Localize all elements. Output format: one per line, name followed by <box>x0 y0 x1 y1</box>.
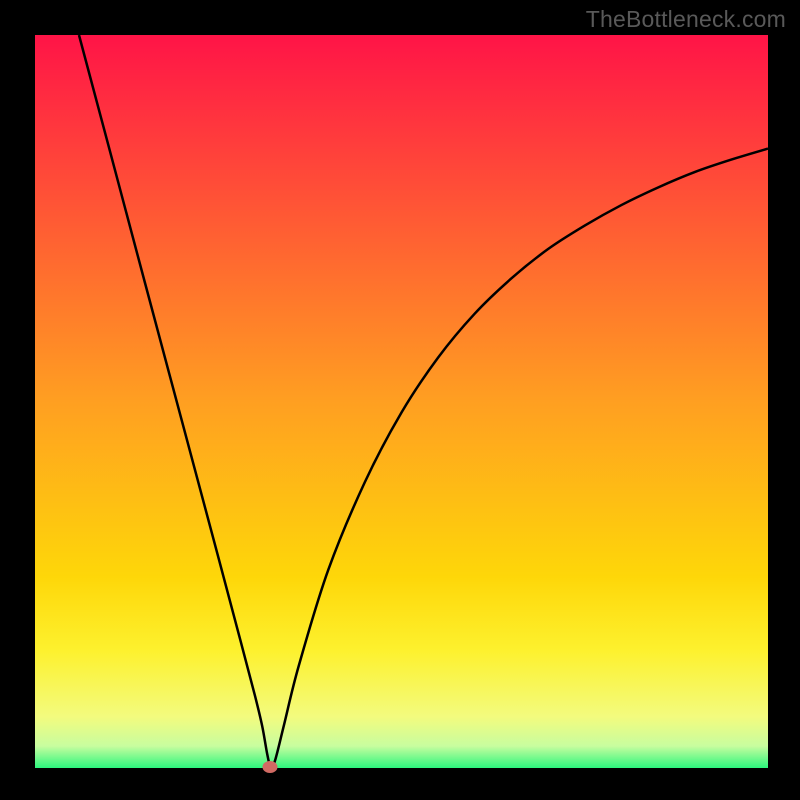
bottleneck-curve <box>79 35 768 768</box>
minimum-marker <box>262 761 277 773</box>
chart-plot-area <box>35 35 768 768</box>
curve-svg <box>35 35 768 768</box>
watermark-text: TheBottleneck.com <box>586 6 786 33</box>
